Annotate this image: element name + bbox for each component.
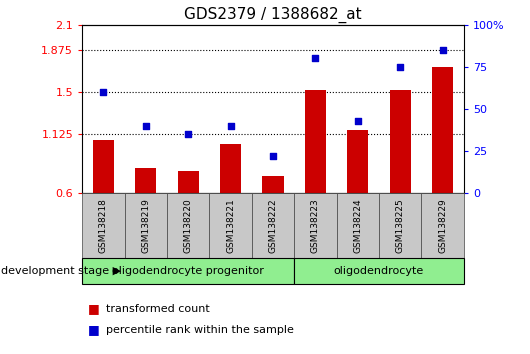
- Text: GSM138218: GSM138218: [99, 198, 108, 253]
- Point: [269, 153, 277, 159]
- Point: [396, 64, 404, 70]
- Text: ■: ■: [87, 324, 99, 336]
- Bar: [178, 171, 199, 193]
- Point: [354, 118, 362, 124]
- Text: GSM138221: GSM138221: [226, 198, 235, 253]
- Point: [438, 47, 447, 53]
- Text: development stage ▶: development stage ▶: [1, 266, 121, 276]
- Bar: [93, 140, 114, 193]
- Bar: [305, 90, 326, 193]
- Point: [311, 56, 320, 61]
- Bar: [432, 67, 453, 193]
- Point: [99, 89, 108, 95]
- Text: GSM138219: GSM138219: [142, 198, 150, 253]
- Bar: [220, 144, 241, 193]
- Bar: [347, 130, 368, 193]
- Title: GDS2379 / 1388682_at: GDS2379 / 1388682_at: [184, 7, 362, 23]
- Text: GSM138229: GSM138229: [438, 198, 447, 253]
- Point: [226, 123, 235, 129]
- Text: oligodendrocyte progenitor: oligodendrocyte progenitor: [112, 266, 264, 276]
- Point: [184, 131, 192, 137]
- Text: GSM138222: GSM138222: [269, 198, 277, 253]
- Text: GSM138220: GSM138220: [184, 198, 192, 253]
- Text: transformed count: transformed count: [106, 304, 210, 314]
- Bar: [390, 90, 411, 193]
- Bar: [262, 176, 284, 193]
- Text: ■: ■: [87, 302, 99, 315]
- Text: oligodendrocyte: oligodendrocyte: [334, 266, 424, 276]
- Text: GSM138223: GSM138223: [311, 198, 320, 253]
- Text: GSM138224: GSM138224: [354, 198, 362, 253]
- Text: GSM138225: GSM138225: [396, 198, 404, 253]
- Text: percentile rank within the sample: percentile rank within the sample: [106, 325, 294, 335]
- Bar: [135, 168, 156, 193]
- Point: [142, 123, 150, 129]
